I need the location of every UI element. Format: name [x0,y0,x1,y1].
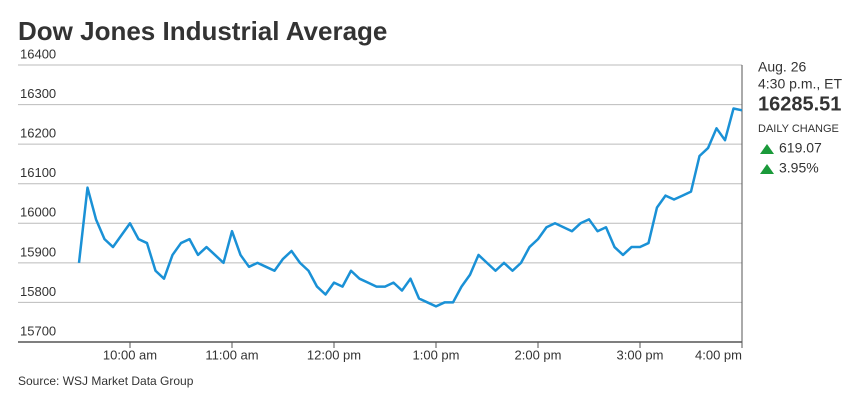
x-tick-label: 11:00 am [205,347,258,362]
change-heading: DAILY CHANGE [758,123,839,135]
quote-panel: Aug. 26 4:30 p.m., ET 16285.51 DAILY CHA… [758,59,842,176]
change-percent: 3.95% [779,160,819,176]
x-tick-label: 10:00 am [103,347,157,362]
y-tick-label: 16000 [20,205,56,220]
y-tick-label: 15900 [20,244,56,259]
y-tick-label: 16200 [20,126,56,141]
y-tick-label: 15800 [20,284,56,299]
y-tick-label: 16400 [20,46,56,61]
x-tick-label: 2:00 pm [515,347,562,362]
y-tick-label: 16100 [20,165,56,180]
y-tick-label: 15700 [20,323,56,338]
source-note: Source: WSJ Market Data Group [18,374,194,388]
x-tick-label: 1:00 pm [413,347,460,362]
up-arrow [760,144,774,154]
up-arrow [760,164,774,174]
price-line [77,107,743,308]
change-value: 619.07 [779,140,822,156]
x-tick-label: 3:00 pm [617,347,664,362]
chart-title: Dow Jones Industrial Average [18,16,387,46]
y-tick-label: 16300 [20,86,56,101]
quote-price: 16285.51 [758,93,841,115]
quote-date: Aug. 26 [758,59,806,75]
quote-time: 4:30 p.m., ET [758,76,842,92]
x-tick-label: 12:00 pm [307,347,361,362]
x-tick-label: 4:00 pm [695,347,742,362]
